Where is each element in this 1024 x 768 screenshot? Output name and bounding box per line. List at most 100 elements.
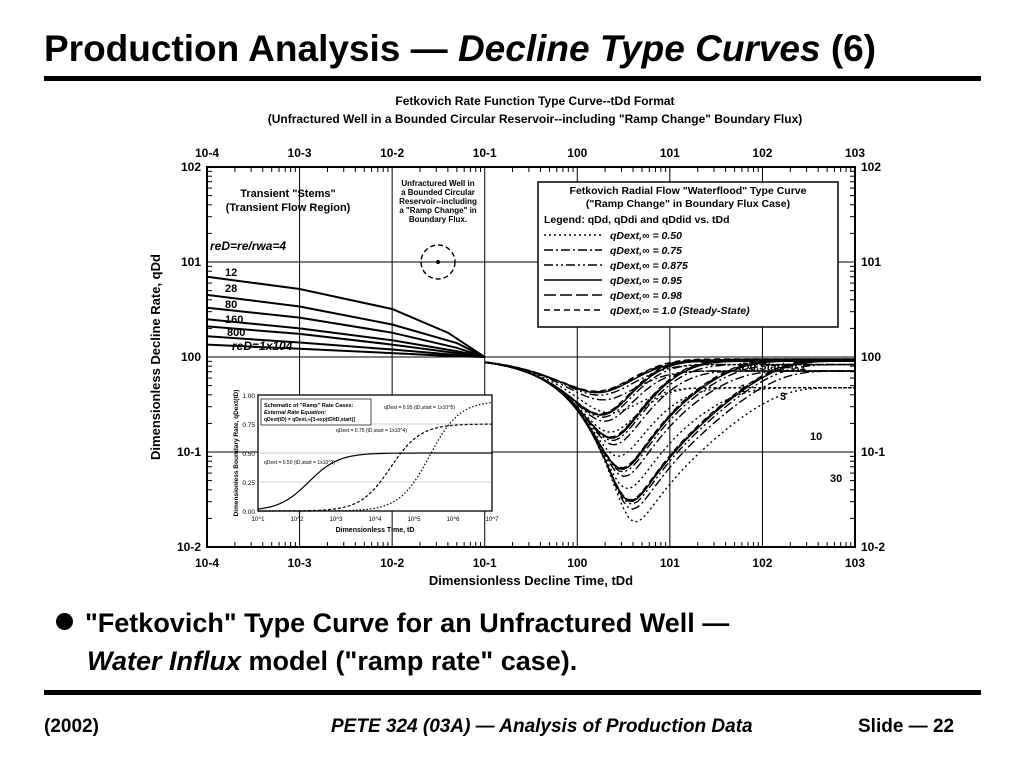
x-tick-label-bottom: 100 bbox=[567, 556, 587, 570]
x-tick-label-top: 10-4 bbox=[195, 146, 219, 160]
y-tick-label-left: 10-1 bbox=[177, 445, 201, 459]
x-tick-label-top: 10-1 bbox=[473, 146, 497, 160]
stem-label: 80 bbox=[225, 299, 237, 311]
well-dot-icon bbox=[436, 260, 440, 264]
inset-equation: qDext(tD) = qDext,∞[1-exp(tD/tD,start)] bbox=[264, 417, 355, 423]
tstart-value: 1 bbox=[740, 383, 746, 395]
x-tick-label-bottom: 10-3 bbox=[288, 556, 312, 570]
inset-y-tick: 1.00 bbox=[242, 393, 255, 400]
legend-entry: qDext,∞ = 0.75 bbox=[610, 245, 682, 257]
inset-x-tick: 10^5 bbox=[408, 517, 421, 523]
well-note-line: a "Ramp Change" in bbox=[399, 206, 476, 215]
stem-label: 800 bbox=[227, 327, 245, 339]
title-main: Production Analysis bbox=[44, 28, 401, 69]
inset-y-tick: 0.50 bbox=[242, 451, 255, 458]
tstart-label: tDd,Start=0.1 bbox=[738, 361, 806, 373]
x-tick-label-bottom: 10-2 bbox=[380, 556, 404, 570]
stem-curve bbox=[206, 293, 486, 358]
title-number: (6) bbox=[820, 28, 877, 69]
well-note-line: a Bounded Circular bbox=[401, 188, 475, 197]
inset-x-tick: 10^7 bbox=[486, 517, 499, 523]
stem-curve bbox=[206, 306, 486, 358]
x-tick-label-bottom: 10-1 bbox=[473, 556, 497, 570]
x-tick-label-top: 101 bbox=[660, 146, 680, 160]
inset-x-tick: 10^6 bbox=[447, 517, 460, 523]
bullet-rest: model ("ramp rate" case). bbox=[241, 646, 578, 676]
x-tick-label-top: 10-3 bbox=[288, 146, 312, 160]
stem-curve bbox=[206, 275, 486, 358]
inset-curve-label: qDext = 0.95 (tD,start = 1x10^5) bbox=[384, 405, 455, 411]
bullet-italic: Water Influx bbox=[87, 646, 242, 676]
y-tick-label-left: 100 bbox=[181, 350, 201, 364]
inset-curve-label: qDext = 0.50 (tD,start = 1x10^2) bbox=[264, 460, 335, 466]
inset-x-tick: 10^2 bbox=[291, 517, 304, 523]
reservoir-circle-icon bbox=[420, 244, 456, 280]
y-tick-label-right: 10-2 bbox=[861, 540, 885, 554]
x-tick-label-top: 100 bbox=[567, 146, 587, 160]
x-axis-label: Dimensionless Decline Time, tDd bbox=[429, 573, 633, 588]
decline-curve bbox=[484, 361, 855, 414]
inset-ylabel: Dimensionless Boundary Rate, qDext(tD) bbox=[233, 390, 240, 517]
legend-entry: qDext,∞ = 1.0 (Steady-State) bbox=[610, 305, 750, 317]
y-tick-label-left: 101 bbox=[181, 255, 201, 269]
inset-curve-label: qDext = 0.75 (tD,start = 1x10^4) bbox=[336, 428, 407, 434]
inset-ramp-curve bbox=[257, 452, 492, 510]
x-tick-label-bottom: 101 bbox=[660, 556, 680, 570]
inset-title: Schematic of "Ramp" Rate Cases: bbox=[264, 403, 353, 409]
x-tick-label-top: 103 bbox=[845, 146, 865, 160]
title-dash: — bbox=[400, 28, 458, 69]
y-tick-label-right: 102 bbox=[861, 160, 881, 174]
stem-label: 160 bbox=[225, 314, 243, 326]
legend-subtitle: ("Ramp Change" in Boundary Flux Case) bbox=[586, 198, 790, 210]
stem-curve bbox=[206, 325, 485, 358]
decline-curve bbox=[484, 361, 855, 418]
y-tick-label-right: 10-1 bbox=[861, 445, 885, 459]
well-note-line: Boundary Flux. bbox=[409, 215, 467, 224]
decline-curve bbox=[484, 358, 855, 501]
reD-label: reD=re/rwa=4 bbox=[210, 239, 286, 253]
decline-curve bbox=[484, 361, 855, 401]
tstart-value: 30 bbox=[830, 473, 842, 485]
stem-curve bbox=[206, 318, 485, 358]
x-tick-label-bottom: 102 bbox=[752, 556, 772, 570]
stem-label: 12 bbox=[225, 267, 237, 279]
type-curve-chart: Fetkovich Rate Function Type Curve--tDd … bbox=[148, 94, 885, 588]
inset-x-tick: 10^1 bbox=[252, 517, 265, 523]
stem-curve bbox=[206, 343, 485, 358]
tstart-value: 10 bbox=[810, 431, 822, 443]
slide-title: Production Analysis — Decline Type Curve… bbox=[44, 28, 876, 70]
bottom-rule bbox=[44, 690, 981, 695]
footer-course: PETE 324 (03A) — Analysis of Production … bbox=[331, 716, 753, 737]
tstart-value: 3 bbox=[780, 391, 786, 403]
legend-entry: qDext,∞ = 0.50 bbox=[610, 230, 682, 242]
legend-entry: qDext,∞ = 0.95 bbox=[610, 275, 682, 287]
legend-box bbox=[537, 181, 839, 328]
footer-year: (2002) bbox=[44, 716, 99, 737]
legend-entry: qDext,∞ = 0.875 bbox=[610, 260, 688, 272]
well-note-line: Reservoir--including bbox=[399, 197, 477, 206]
decline-curve bbox=[484, 361, 855, 510]
y-tick-label-left: 102 bbox=[181, 160, 201, 174]
bullet-dot-icon bbox=[56, 613, 73, 630]
inset-y-tick: 0.75 bbox=[242, 422, 255, 429]
stem-label: 28 bbox=[225, 283, 237, 295]
inset-x-tick: 10^3 bbox=[330, 517, 343, 523]
reD-last-label: reD=1x104 bbox=[232, 339, 293, 353]
chart-subtitle: (Unfractured Well in a Bounded Circular … bbox=[268, 112, 803, 126]
type-curve-figure: Fetkovich Rate Function Type Curve--tDd … bbox=[140, 90, 900, 600]
inset-y-tick: 0.00 bbox=[242, 509, 255, 516]
y-tick-label-right: 100 bbox=[861, 350, 881, 364]
bullet-item: "Fetkovich" Type Curve for an Unfracture… bbox=[56, 604, 729, 680]
x-tick-label-top: 10-2 bbox=[380, 146, 404, 160]
inset-xlabel: Dimensionless Time, tD bbox=[336, 527, 415, 534]
footer-slide-number: Slide — 22 bbox=[858, 716, 955, 737]
inset-y-tick: 0.25 bbox=[242, 480, 255, 487]
well-note-line: Unfractured Well in bbox=[401, 179, 474, 188]
chart-title: Fetkovich Rate Function Type Curve--tDd … bbox=[395, 94, 674, 108]
transient-label: Transient "Stems" bbox=[240, 188, 335, 200]
title-italic: Decline Type Curves bbox=[457, 28, 821, 69]
top-rule bbox=[44, 76, 981, 81]
x-tick-label-top: 102 bbox=[752, 146, 772, 160]
legend-title: Fetkovich Radial Flow "Waterflood" Type … bbox=[570, 185, 807, 197]
y-axis-label: Dimensionless Decline Rate, qDd bbox=[148, 254, 163, 460]
